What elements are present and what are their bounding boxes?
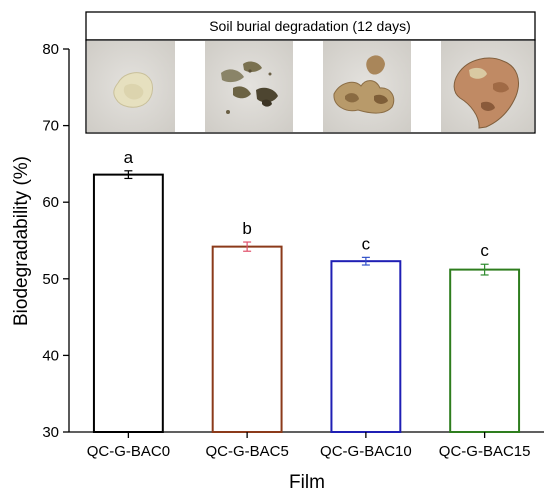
x-tick-label: QC-G-BAC10 xyxy=(320,443,412,460)
significance-label: b xyxy=(242,219,251,238)
x-tick-label: QC-G-BAC15 xyxy=(439,443,531,460)
x-tick-label: QC-G-BAC0 xyxy=(87,443,170,460)
bar xyxy=(92,173,164,433)
bar xyxy=(330,260,402,433)
inset-photo-bac15 xyxy=(441,41,534,132)
inset-panel: Soil burial degradation (12 days) xyxy=(85,11,536,134)
inset-photo-bac5 xyxy=(205,41,293,132)
inset-photo-bac10 xyxy=(323,41,411,132)
y-tick-label: 80 xyxy=(42,41,59,58)
bar xyxy=(211,245,283,433)
y-tick-label: 60 xyxy=(42,194,59,211)
significance-label: c xyxy=(480,241,489,260)
x-axis-title: Film xyxy=(289,472,325,493)
y-axis-title: Biodegradability (%) xyxy=(11,156,32,326)
y-tick-label: 70 xyxy=(42,118,59,135)
y-axis-ticks: 30 40 50 60 70 80 xyxy=(42,41,69,441)
y-tick-label: 50 xyxy=(42,271,59,288)
inset-photo-bac0 xyxy=(87,41,175,132)
x-tick-label: QC-G-BAC5 xyxy=(205,443,288,460)
significance-label: c xyxy=(362,234,371,253)
y-tick-label: 40 xyxy=(42,347,59,364)
bar xyxy=(449,268,521,433)
bars: a b c c xyxy=(92,148,521,433)
inset-title: Soil burial degradation (12 days) xyxy=(209,18,411,34)
inset-title-box xyxy=(85,11,536,41)
significance-label: a xyxy=(124,148,134,167)
x-axis-ticks: QC-G-BAC0 QC-G-BAC5 QC-G-BAC10 QC-G-BAC15 xyxy=(87,432,531,460)
y-tick-label: 30 xyxy=(42,424,59,441)
